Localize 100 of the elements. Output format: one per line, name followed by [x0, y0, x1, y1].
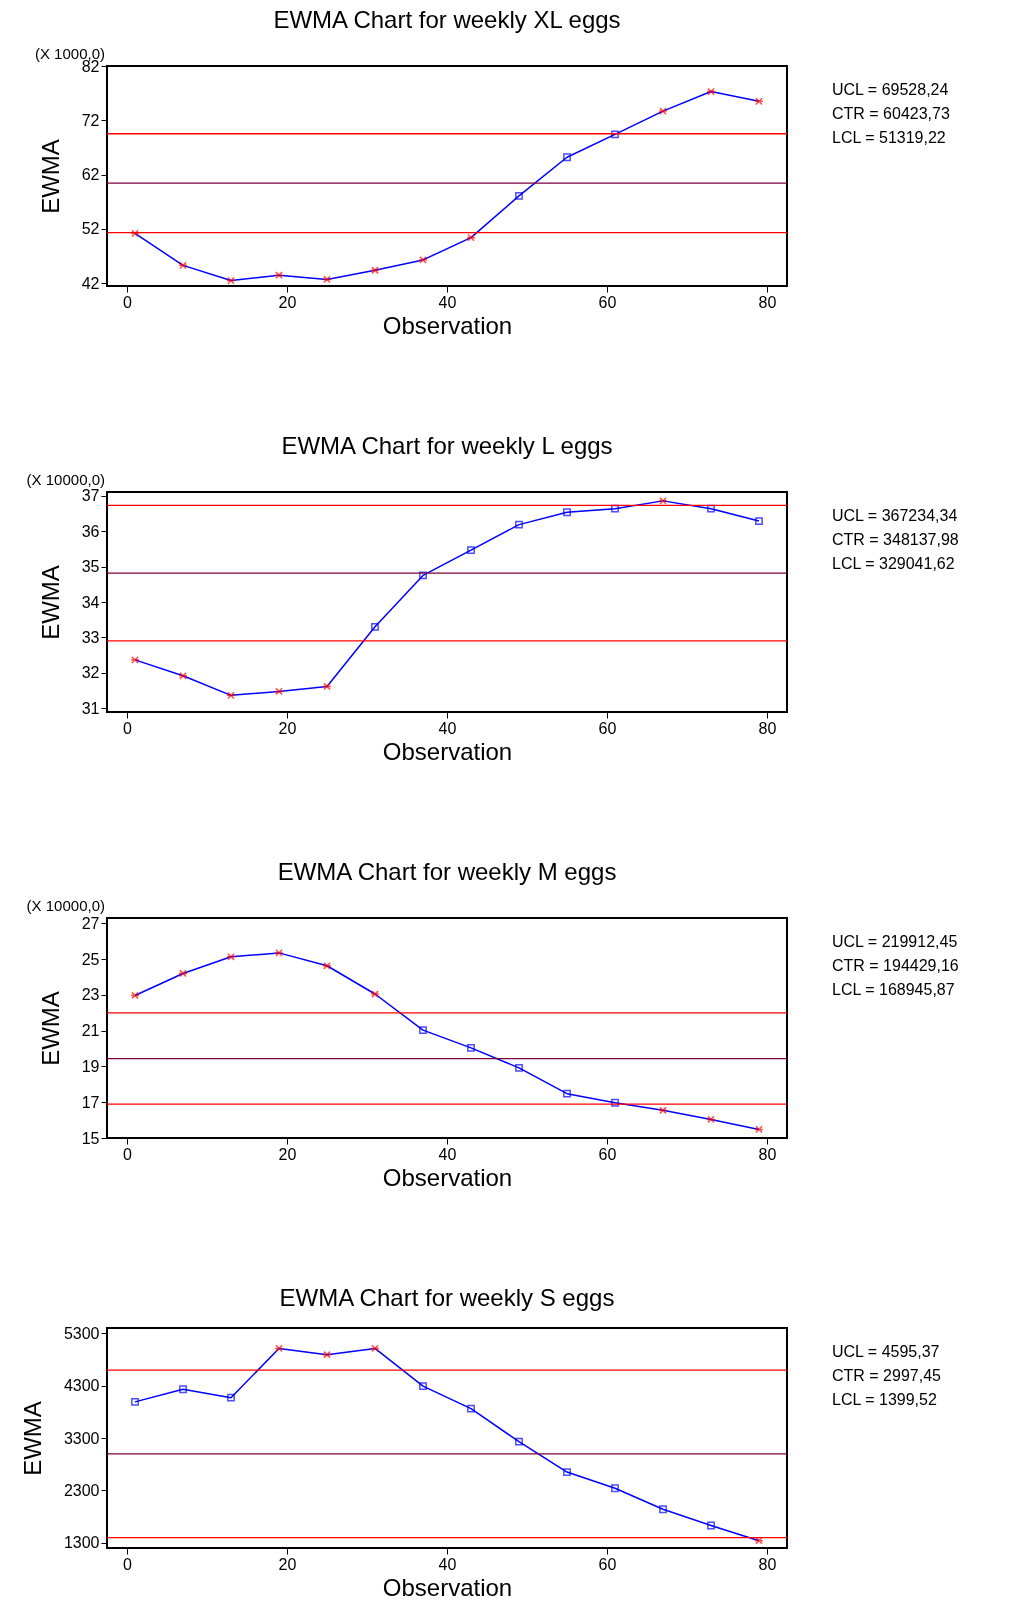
point [467, 546, 475, 555]
y-axis-title: EWMA [36, 565, 64, 640]
point [658, 107, 668, 115]
point [611, 1484, 619, 1493]
point [371, 622, 379, 631]
x-tick-label: 0 [123, 293, 133, 311]
point [178, 969, 188, 978]
y-axis-title: EWMA [36, 991, 64, 1066]
text: LCL = 329041,62 [832, 555, 955, 572]
x-tick-label: 20 [278, 719, 297, 737]
point [707, 1521, 715, 1530]
point [754, 1125, 764, 1134]
y-tick-label: 34 [81, 593, 100, 611]
point [658, 1106, 668, 1115]
chart-title: EWMA Chart for weekly L eggs [281, 432, 613, 459]
point [322, 961, 332, 970]
y-tick-label: 1300 [63, 1534, 100, 1552]
x-tick-label: 0 [123, 719, 133, 737]
point [515, 1063, 523, 1072]
text: CTR = 348137,98 [832, 531, 959, 548]
text: LCL = 51319,22 [832, 129, 946, 146]
point [754, 97, 764, 106]
point [515, 191, 523, 200]
x-tick-label: 80 [758, 1555, 777, 1573]
point [563, 1089, 571, 1098]
y-tick-label: 52 [81, 220, 100, 238]
point [515, 1437, 523, 1446]
point [274, 949, 284, 957]
x-axis-title: Observation [382, 1573, 513, 1601]
point [419, 1026, 427, 1035]
point [226, 952, 236, 961]
point [274, 1344, 284, 1353]
x-tick-label: 40 [438, 1145, 457, 1163]
point [706, 87, 716, 96]
point [611, 130, 619, 139]
y-tick-label: 2300 [63, 1481, 100, 1499]
point [466, 233, 476, 242]
y-axis-title: EWMA [18, 1401, 46, 1476]
x-axis-title: Observation [382, 737, 513, 765]
y-tick-label: 3300 [63, 1429, 100, 1447]
point [419, 571, 427, 580]
point [755, 517, 763, 526]
text: (X 10000,0) [26, 471, 105, 488]
y-tick-label: 21 [81, 1022, 100, 1040]
point [178, 261, 188, 270]
y-tick-label: 15 [81, 1129, 100, 1147]
y-tick-label: 32 [81, 664, 100, 682]
x-tick-label: 60 [598, 1145, 617, 1163]
point [130, 229, 140, 238]
point [226, 276, 236, 285]
y-tick-label: 37 [81, 487, 100, 505]
y-tick-label: 62 [81, 166, 100, 184]
point [515, 520, 523, 529]
x-tick-label: 20 [278, 1145, 297, 1163]
point [563, 508, 571, 517]
y-tick-label: 31 [81, 699, 100, 717]
point [707, 504, 715, 513]
point [611, 504, 619, 513]
point [563, 1468, 571, 1476]
chart-title: EWMA Chart for weekly S eggs [279, 1284, 615, 1312]
point [370, 1344, 380, 1353]
point [370, 990, 380, 998]
chart-title: EWMA Chart for weekly M eggs [277, 858, 617, 885]
text: CTR = 60423,73 [832, 105, 950, 122]
point [467, 1404, 475, 1413]
point [418, 256, 428, 264]
y-tick-label: 72 [81, 111, 100, 129]
y-tick-label: 27 [81, 914, 100, 932]
text: CTR = 2997,45 [832, 1367, 942, 1384]
chart-title: EWMA Chart for weekly XL eggs [273, 6, 621, 33]
x-axis-title: Observation [382, 311, 513, 339]
text: (X 10000,0) [26, 897, 105, 914]
x-tick-label: 80 [758, 719, 777, 737]
point [611, 1098, 619, 1107]
y-tick-label: 25 [81, 950, 100, 968]
y-tick-label: 17 [81, 1093, 100, 1111]
y-tick-label: 19 [81, 1057, 100, 1075]
point [178, 671, 188, 680]
point [322, 1350, 332, 1359]
text: UCL = 219912,45 [832, 933, 958, 950]
point [274, 271, 284, 279]
x-tick-label: 60 [598, 1555, 617, 1573]
point [322, 682, 332, 691]
x-tick-label: 0 [123, 1555, 133, 1573]
point [130, 991, 140, 1000]
point [179, 1385, 187, 1394]
y-tick-label: 4300 [63, 1377, 100, 1395]
point [322, 275, 332, 284]
text: UCL = 367234,34 [832, 507, 958, 524]
x-tick-label: 0 [123, 1145, 133, 1163]
point [226, 691, 236, 700]
x-tick-label: 80 [758, 1145, 777, 1163]
x-tick-label: 40 [438, 1555, 457, 1573]
text: LCL = 168945,87 [832, 981, 955, 998]
y-tick-label: 42 [81, 274, 100, 292]
y-tick-label: 23 [81, 986, 100, 1004]
y-tick-label: 36 [81, 522, 100, 540]
x-tick-label: 40 [438, 719, 457, 737]
point [658, 497, 668, 505]
y-tick-label: 5300 [63, 1324, 100, 1342]
